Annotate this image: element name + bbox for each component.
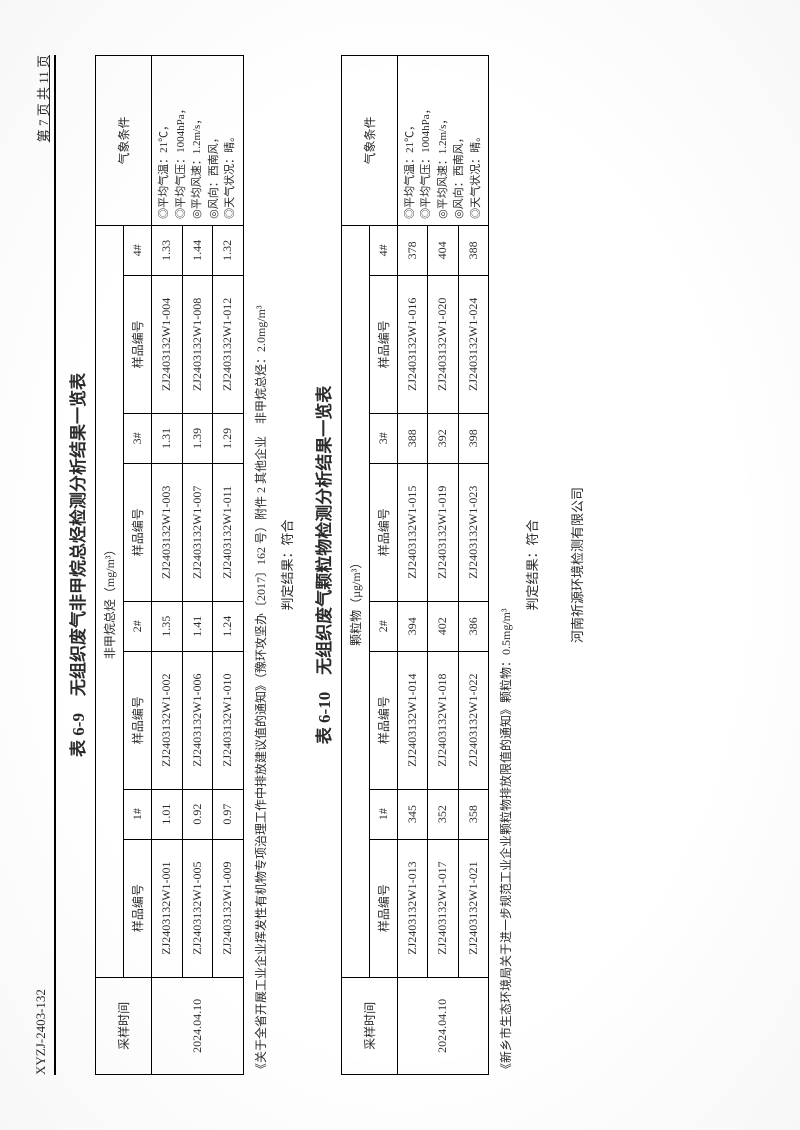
cell-sample-code: ZJ2403132W1-009: [213, 839, 244, 977]
cell-sample-code: ZJ2403132W1-003: [152, 463, 183, 601]
col-unit: 颗粒物（µg/m³）: [341, 225, 369, 977]
cell-sample-code: ZJ2403132W1-005: [182, 839, 213, 977]
cell-value: 1.32: [213, 225, 244, 275]
cell-sample-code: ZJ2403132W1-019: [428, 463, 459, 601]
cell-sample-code: ZJ2403132W1-014: [397, 651, 428, 789]
col-meteo: 气象条件: [341, 56, 397, 226]
col-station: 3#: [369, 413, 397, 463]
cell-value: 352: [428, 789, 459, 839]
table-row: 2024.04.10ZJ2403132W1-013345ZJ2403132W1-…: [397, 56, 428, 1075]
cell-value: 388: [397, 413, 428, 463]
col-station: 4#: [124, 225, 152, 275]
table-6-10-note: 《新乡市生态环境局关于进一步规范工业企业颗粒物排放限值的通知》颗粒物：0.5mg…: [497, 55, 514, 1075]
cell-value: 1.29: [213, 413, 244, 463]
table-6-10-verdict: 判定结果：符合: [522, 55, 541, 1075]
table-row: 2024.04.10ZJ2403132W1-0011.01ZJ2403132W1…: [152, 56, 183, 1075]
cell-value: 0.92: [182, 789, 213, 839]
table-6-9-body: 2024.04.10ZJ2403132W1-0011.01ZJ2403132W1…: [152, 56, 244, 1075]
cell-value: 1.44: [182, 225, 213, 275]
table-6-10: 采样时间 颗粒物（µg/m³） 气象条件 样品编号 1# 样品编号 2# 样品编…: [341, 55, 490, 1075]
cell-date: 2024.04.10: [397, 977, 489, 1074]
col-sample: 样品编号: [369, 651, 397, 789]
col-date: 采样时间: [341, 977, 397, 1074]
page-number: 第 7 页 共 11 页: [33, 55, 52, 142]
cell-sample-code: ZJ2403132W1-002: [152, 651, 183, 789]
cell-value: 388: [458, 225, 489, 275]
table-6-10-body: 2024.04.10ZJ2403132W1-013345ZJ2403132W1-…: [397, 56, 489, 1075]
col-station: 2#: [124, 601, 152, 651]
cell-value: 1.24: [213, 601, 244, 651]
cell-sample-code: ZJ2403132W1-020: [428, 275, 459, 413]
col-sample: 样品编号: [124, 651, 152, 789]
footer-company: 河南祈源环境检测有限公司: [567, 55, 586, 1075]
cell-value: 404: [428, 225, 459, 275]
cell-sample-code: ZJ2403132W1-008: [182, 275, 213, 413]
cell-value: 402: [428, 601, 459, 651]
cell-sample-code: ZJ2403132W1-023: [458, 463, 489, 601]
table-6-9-caption: 表 6-9 无组织废气非甲烷总烃检测分析结果一览表: [64, 55, 89, 1075]
col-meteo: 气象条件: [96, 56, 152, 226]
cell-value: 1.41: [182, 601, 213, 651]
cell-value: 394: [397, 601, 428, 651]
cell-sample-code: ZJ2403132W1-006: [182, 651, 213, 789]
col-sample: 样品编号: [369, 275, 397, 413]
cell-sample-code: ZJ2403132W1-012: [213, 275, 244, 413]
col-station: 3#: [124, 413, 152, 463]
cell-value: 392: [428, 413, 459, 463]
cell-date: 2024.04.10: [152, 977, 244, 1074]
cell-meteo: ◎平均气温：21℃，◎平均气压：1004hPa，◎平均风速：1.2m/s，◎风向…: [152, 56, 244, 226]
col-station: 4#: [369, 225, 397, 275]
table-6-9: 采样时间 非甲烷总烃（mg/m³） 气象条件 样品编号 1# 样品编号 2# 样…: [95, 55, 244, 1075]
col-station: 1#: [124, 789, 152, 839]
cell-value: 1.39: [182, 413, 213, 463]
cell-sample-code: ZJ2403132W1-015: [397, 463, 428, 601]
cell-sample-code: ZJ2403132W1-024: [458, 275, 489, 413]
table-6-10-caption: 表 6-10 无组织废气颗粒物检测分析结果一览表: [310, 55, 335, 1075]
col-sample: 样品编号: [124, 275, 152, 413]
cell-value: 378: [397, 225, 428, 275]
cell-value: 1.33: [152, 225, 183, 275]
col-sample: 样品编号: [124, 839, 152, 977]
col-date: 采样时间: [96, 977, 152, 1074]
cell-sample-code: ZJ2403132W1-004: [152, 275, 183, 413]
cell-sample-code: ZJ2403132W1-016: [397, 275, 428, 413]
cell-value: 1.01: [152, 789, 183, 839]
cell-sample-code: ZJ2403132W1-010: [213, 651, 244, 789]
section-6-9: 表 6-9 无组织废气非甲烷总烃检测分析结果一览表 采样时间 非甲烷总烃（mg/…: [64, 55, 296, 1075]
cell-value: 398: [458, 413, 489, 463]
table-6-9-note: 《关于全省开展工业企业挥发性有机物专项治理工作中排放建议值的通知》（豫环攻坚办〔…: [252, 55, 269, 1075]
cell-value: 358: [458, 789, 489, 839]
page-sheet: XYZJ-2403-132 第 7 页 共 11 页 表 6-9 无组织废气非甲…: [15, 15, 785, 1115]
cell-sample-code: ZJ2403132W1-013: [397, 839, 428, 977]
section-6-10: 表 6-10 无组织废气颗粒物检测分析结果一览表 采样时间 颗粒物（µg/m³）…: [310, 55, 542, 1075]
cell-sample-code: ZJ2403132W1-011: [213, 463, 244, 601]
col-sample: 样品编号: [369, 839, 397, 977]
cell-value: 1.35: [152, 601, 183, 651]
cell-sample-code: ZJ2403132W1-022: [458, 651, 489, 789]
col-sample: 样品编号: [124, 463, 152, 601]
cell-value: 345: [397, 789, 428, 839]
table-header-row: 采样时间 颗粒物（µg/m³） 气象条件: [341, 56, 369, 1075]
cell-sample-code: ZJ2403132W1-017: [428, 839, 459, 977]
doc-id: XYZJ-2403-132: [33, 989, 52, 1075]
doc-header: XYZJ-2403-132 第 7 页 共 11 页: [33, 55, 56, 1075]
col-sample: 样品编号: [369, 463, 397, 601]
col-station: 1#: [369, 789, 397, 839]
cell-sample-code: ZJ2403132W1-001: [152, 839, 183, 977]
cell-value: 1.31: [152, 413, 183, 463]
cell-sample-code: ZJ2403132W1-021: [458, 839, 489, 977]
table-6-9-verdict: 判定结果：符合: [277, 55, 296, 1075]
cell-meteo: ◎平均气温：21℃，◎平均气压：1004hPa，◎平均风速：1.2m/s，◎风向…: [397, 56, 489, 226]
cell-value: 386: [458, 601, 489, 651]
col-station: 2#: [369, 601, 397, 651]
cell-sample-code: ZJ2403132W1-018: [428, 651, 459, 789]
table-header-row: 采样时间 非甲烷总烃（mg/m³） 气象条件: [96, 56, 124, 1075]
col-unit: 非甲烷总烃（mg/m³）: [96, 225, 124, 977]
cell-value: 0.97: [213, 789, 244, 839]
cell-sample-code: ZJ2403132W1-007: [182, 463, 213, 601]
